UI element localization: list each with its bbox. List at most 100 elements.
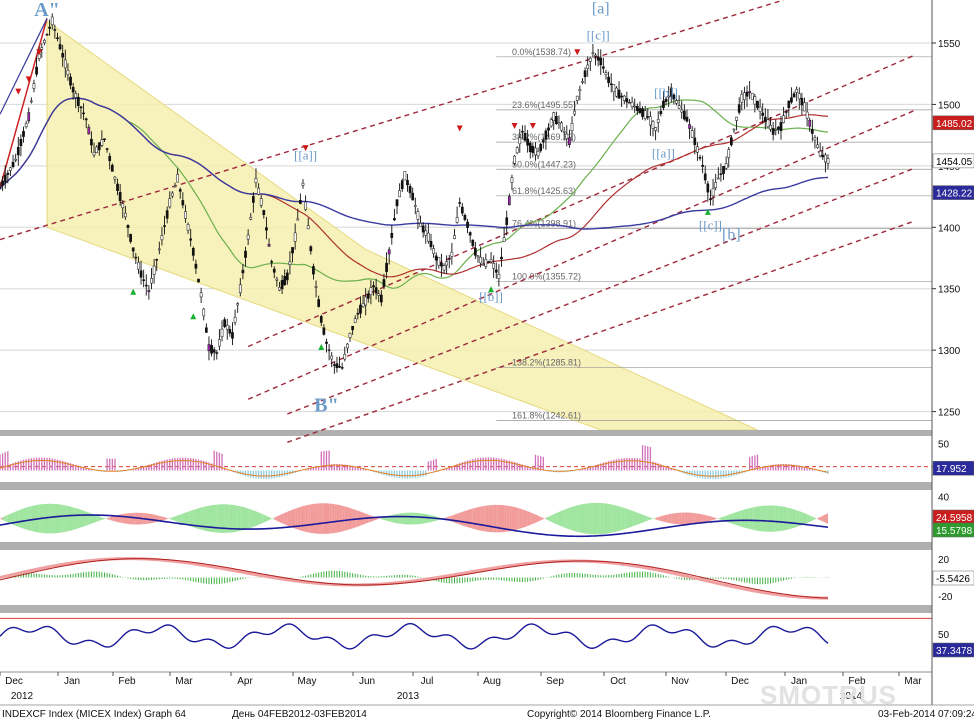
ind2-fill	[13, 511, 16, 526]
price-candle	[513, 155, 516, 164]
price-candle	[790, 97, 793, 103]
ind2-fill	[506, 505, 510, 532]
year-label: 2013	[397, 691, 420, 702]
ind2-fill	[65, 505, 68, 532]
price-candle	[228, 329, 232, 334]
ind2-fill	[608, 503, 612, 534]
ind2-fill	[689, 512, 693, 525]
ind2-fill	[548, 515, 552, 522]
price-candle	[586, 64, 590, 69]
price-candle	[40, 47, 44, 50]
ind2-fill	[177, 514, 181, 523]
uptrend-line	[0, 18, 48, 189]
price-candle	[134, 256, 138, 259]
price-candle	[557, 122, 561, 125]
price-candle	[189, 238, 193, 241]
fib-label: 50.0%(1447.23)	[512, 159, 576, 169]
price-candle	[795, 89, 799, 93]
price-candle	[332, 364, 336, 366]
price-candle	[197, 278, 200, 283]
price-candle	[113, 176, 117, 180]
price-candle	[460, 206, 464, 214]
ma-blue-line	[0, 97, 829, 230]
price-candle	[387, 249, 391, 255]
ind2-fill	[770, 505, 774, 532]
ind3-badge-bg	[932, 570, 974, 586]
watermark: SMOTRUS	[760, 680, 897, 710]
ind2-fill	[185, 511, 189, 526]
month-label: Sep	[546, 676, 564, 687]
price-candle	[178, 189, 182, 192]
price-candle	[285, 272, 289, 281]
ind2-fill	[188, 510, 191, 527]
ind2-fill	[180, 513, 183, 524]
price-candle	[502, 237, 506, 242]
price-candle	[753, 96, 757, 105]
price-candle	[458, 202, 462, 204]
ind2-fill	[658, 516, 661, 521]
price-candle	[701, 164, 704, 167]
price-candle	[139, 270, 143, 278]
ind2-fill	[705, 515, 708, 523]
price-candle	[191, 248, 195, 256]
price-candle	[95, 146, 98, 153]
ind2-fill	[279, 513, 283, 524]
price-candle	[476, 255, 480, 258]
ind2-fill	[673, 513, 677, 525]
ind2-fill	[579, 504, 583, 534]
price-candle	[29, 100, 33, 103]
ind2-fill	[603, 503, 606, 535]
price-candle	[500, 256, 503, 260]
price-candle	[168, 198, 172, 208]
fib-label: 0.0%(1538.74)	[512, 47, 571, 57]
ind2-fill	[773, 505, 776, 532]
price-candle	[176, 173, 179, 183]
ind2-fill	[720, 516, 724, 521]
price-candle	[523, 133, 527, 141]
ind2-fill	[472, 507, 476, 530]
price-candle	[361, 303, 365, 308]
ind2-fill	[496, 504, 499, 533]
sell-marker	[574, 49, 581, 56]
ind2-fill	[397, 513, 400, 524]
buy-marker	[704, 208, 711, 215]
ind2-fill	[133, 512, 136, 525]
price-candle	[296, 218, 300, 221]
price-candle	[275, 278, 279, 281]
price-candle	[252, 196, 255, 203]
price-candle	[602, 66, 605, 69]
price-candle	[79, 106, 83, 109]
ind2-fill	[684, 512, 687, 525]
price-candle	[369, 287, 373, 295]
ind2-badge-green: 15.5798	[936, 526, 973, 537]
ind2-fill	[733, 512, 737, 526]
price-candle	[14, 158, 18, 161]
ind2-fill	[645, 515, 648, 522]
price-candle	[612, 84, 616, 93]
price-candle	[16, 146, 20, 156]
month-label: Feb	[118, 676, 136, 687]
price-candle	[766, 119, 770, 128]
ind2-fill	[195, 508, 199, 529]
ind1-tick: 50	[938, 440, 950, 451]
ind2-badge-red: 24.5958	[936, 513, 973, 524]
price-candle	[155, 259, 159, 261]
price-candle	[353, 318, 357, 323]
month-label: Mar	[175, 676, 193, 687]
price-candle	[202, 308, 206, 317]
price-candle	[299, 200, 302, 204]
ind2-fill	[240, 506, 243, 531]
price-candle	[215, 352, 219, 354]
ind2-fill	[710, 516, 714, 521]
price-candle	[609, 83, 613, 85]
ind2-fill	[681, 512, 685, 525]
ind2-fill	[791, 508, 795, 529]
price-candle	[588, 57, 592, 62]
ind2-fill	[598, 502, 601, 535]
ind2-fill	[391, 514, 395, 523]
price-candle	[372, 285, 375, 288]
ind2-fill	[801, 512, 805, 526]
price-candle	[748, 91, 751, 94]
price-candle	[74, 93, 78, 98]
ind2-fill	[425, 514, 429, 524]
